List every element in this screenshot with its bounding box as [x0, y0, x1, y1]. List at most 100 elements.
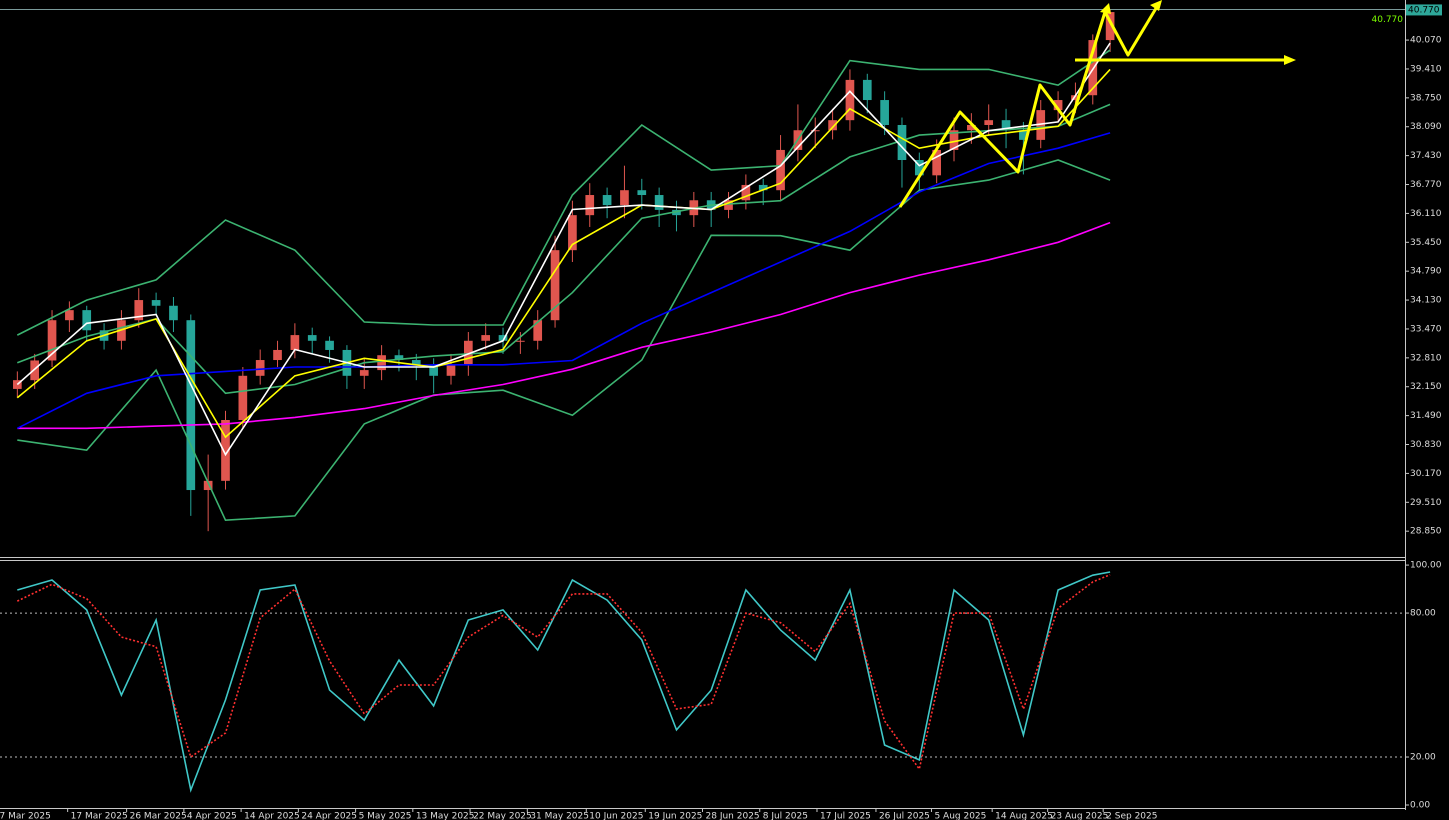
- candle-body: [1053, 100, 1063, 111]
- y-tick-label: 36.110: [1410, 209, 1442, 219]
- indicator-line: [16, 68, 1111, 439]
- candle-body: [325, 340, 334, 350]
- y-tick-label: 20.00: [1410, 753, 1436, 763]
- candle-body: [862, 79, 872, 101]
- candle-body: [914, 160, 924, 176]
- candle-body: [47, 320, 57, 361]
- x-tick-label: 5 Aug 2025: [934, 812, 986, 820]
- y-tick-label: 28.850: [1410, 527, 1442, 537]
- candle-body: [932, 149, 942, 176]
- candle-body: [602, 195, 612, 206]
- candle-body: [967, 124, 976, 131]
- arrow-head: [1284, 55, 1296, 65]
- candle-body: [516, 340, 525, 342]
- y-tick-label: 39.410: [1410, 64, 1442, 74]
- indicator-line: [17, 571, 1111, 793]
- y-tick-label: 32.810: [1410, 353, 1442, 363]
- candle-body: [273, 349, 282, 361]
- y-tick-label: 29.510: [1410, 498, 1442, 508]
- x-tick-label: 13 May 2025: [416, 812, 475, 820]
- candle-body: [169, 305, 178, 321]
- candle-body: [394, 355, 404, 361]
- candle-body: [1036, 110, 1046, 140]
- candle-body: [845, 79, 855, 121]
- candle-body: [203, 480, 213, 491]
- y-tick-label: 34.130: [1410, 296, 1442, 306]
- annotation: [898, 0, 1296, 208]
- candle-body: [411, 360, 421, 366]
- y-tick-label: 30.170: [1410, 469, 1442, 479]
- candle-body: [30, 360, 40, 381]
- x-tick-label: 26 Mar 2025: [130, 812, 187, 820]
- x-tick-label: 14 Apr 2025: [244, 812, 300, 820]
- trend-zigzag: [898, 4, 1160, 208]
- x-tick-label: 2 Sep 2025: [1106, 812, 1157, 820]
- candle-body: [568, 215, 577, 251]
- indicator-line: [17, 159, 1111, 522]
- x-tick-label: 14 Aug 2025: [995, 812, 1053, 820]
- x-tick-label: 31 May 2025: [530, 812, 589, 820]
- x-tick-label: 26 Jul 2025: [879, 812, 930, 820]
- current-price-box: [1406, 4, 1442, 16]
- candle-body: [984, 120, 994, 125]
- candle-body: [481, 335, 491, 341]
- candle-body: [429, 365, 438, 376]
- y-tick-label: 36.770: [1410, 180, 1442, 190]
- arrow-head: [1100, 3, 1111, 14]
- candle-body: [446, 365, 456, 376]
- x-tick-label: 5 May 2025: [359, 812, 412, 820]
- candle-body: [654, 195, 664, 210]
- x-tick-label: 4 Apr 2025: [187, 812, 237, 820]
- candle-body: [949, 130, 959, 150]
- x-tick-label: 28 Jun 2025: [706, 812, 760, 820]
- candle-body: [151, 300, 161, 306]
- candle-body: [1071, 95, 1080, 101]
- y-tick-label: 34.790: [1410, 267, 1442, 277]
- x-tick-label: 17 Jul 2025: [820, 812, 871, 820]
- candle-body: [255, 360, 265, 376]
- candle-body: [377, 355, 386, 371]
- candle-body: [1019, 130, 1028, 140]
- y-tick-label: 80.00: [1410, 609, 1436, 619]
- indicator-line: [16, 42, 1111, 457]
- candle-body: [776, 149, 785, 191]
- y-tick-label: 35.450: [1410, 238, 1442, 248]
- y-tick-label: 32.150: [1410, 382, 1442, 392]
- indicator-line: [16, 132, 1111, 430]
- indicator-line: [17, 103, 1111, 395]
- candle-body: [1105, 12, 1115, 41]
- y-tick-label: 38.750: [1410, 93, 1442, 103]
- arrow-head: [1150, 0, 1162, 11]
- candle-body: [82, 310, 92, 331]
- candle-body: [359, 370, 369, 376]
- y-tick-label: 100.00: [1410, 561, 1442, 571]
- y-tick-label: 0.00: [1410, 801, 1430, 811]
- x-tick-label: 10 Jun 2025: [589, 812, 643, 820]
- candle-body: [1088, 40, 1098, 96]
- x-tick-label: 8 Jul 2025: [763, 812, 808, 820]
- indicator-line: [16, 573, 1111, 771]
- candle-body: [810, 130, 820, 132]
- plot-area: 40.070 39.410 38.750 38.090 37.430 36.770 36.1…: [0, 4, 1442, 820]
- candle-body: [741, 184, 751, 201]
- candle-body: [585, 195, 595, 216]
- candle-body: [221, 420, 230, 481]
- y-tick-label: 31.490: [1410, 411, 1442, 421]
- candle-body: [637, 190, 647, 196]
- candle-body: [463, 340, 473, 366]
- candle-body: [186, 320, 196, 491]
- candle-body: [724, 200, 733, 210]
- candle-body: [758, 184, 768, 191]
- candle-body: [533, 320, 543, 341]
- candle-body: [897, 124, 907, 161]
- candle-body: [828, 120, 837, 131]
- indicator-line: [16, 49, 1111, 336]
- y-tick-label: 33.470: [1410, 324, 1442, 334]
- current-price-label: 40.770: [1408, 5, 1440, 15]
- candle-body: [65, 310, 74, 321]
- candle-body: [1001, 120, 1011, 131]
- y-tick-label: 37.430: [1410, 151, 1442, 161]
- candle-body: [498, 335, 508, 341]
- indicator-line: [17, 221, 1111, 430]
- y-tick-label: 38.090: [1410, 122, 1442, 132]
